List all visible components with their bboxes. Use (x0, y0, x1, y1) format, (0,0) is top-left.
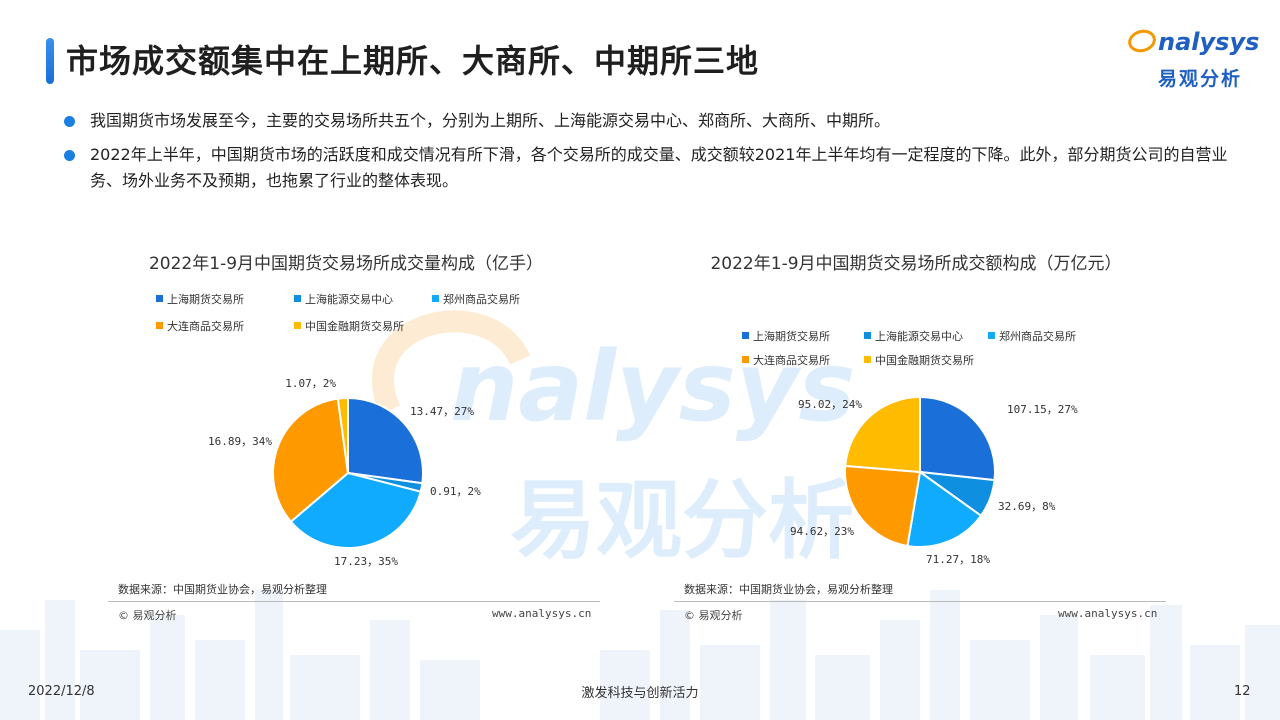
legend-swatch (156, 322, 163, 329)
legend-item-czce: 郑州商品交易所 (988, 328, 1076, 344)
logo-brand-en: nalysys (1158, 28, 1260, 56)
legend-swatch (864, 332, 871, 339)
chart-title: 2022年1-9月中国期货交易场所成交额构成（万亿元） (710, 254, 1122, 274)
chart-title: 2022年1-9月中国期货交易场所成交量构成（亿手） (148, 254, 544, 274)
logo-brand-cn: 易观分析 (1158, 68, 1243, 90)
legend-item-cffex: 中国金融期货交易所 (294, 318, 404, 334)
pie-slice (347, 396, 424, 485)
website-link[interactable]: www.analysys.cn (492, 607, 592, 620)
pie-data-label: 17.23，35% (334, 555, 398, 568)
page-title: 市场成交额集中在上期所、大商所、中期所三地 (66, 42, 760, 80)
watermark-en: nalysys (450, 331, 855, 443)
legend-swatch (742, 332, 749, 339)
footer-slogan: 激发科技与创新活力 (581, 686, 699, 701)
source-divider (108, 601, 600, 602)
chart-legend: 上海期货交易所 上海能源交易中心 郑州商品交易所 大连商品交易所 中国金融期货交… (742, 328, 1162, 372)
copyright: © 易观分析 (118, 609, 177, 622)
bullet-item: 我国期货市场发展至今，主要的交易场所共五个，分别为上期所、上海能源交易中心、郑商… (64, 108, 1234, 134)
pie-slice (272, 397, 350, 524)
watermark-logo: nalysys 易观分析 (371, 310, 855, 571)
pie-data-label: 1.07，2% (285, 377, 336, 390)
bullet-item: 2022年上半年，中国期货市场的活跃度和成交情况有所下滑，各个交易所的成交量、成… (64, 142, 1234, 194)
pie-slice (844, 464, 922, 548)
turnover-pie-chart: 2022年1-9月中国期货交易场所成交额构成（万亿元） 上海期货交易所 上海能源… (666, 245, 1176, 630)
pie-data-label: 16.89，34% (208, 435, 272, 448)
pie-data-label: 95.02，24% (798, 398, 862, 411)
page-number: 12 (1234, 684, 1251, 699)
title-accent-bar (46, 38, 54, 84)
source-note: 数据来源：中国期货业协会，易观分析整理 (118, 583, 327, 596)
pie-slice (844, 395, 921, 474)
pie-data-label: 32.69，8% (998, 500, 1056, 513)
legend-swatch (294, 322, 301, 329)
bullet-text: 我国期货市场发展至今，主要的交易场所共五个，分别为上期所、上海能源交易中心、郑商… (90, 111, 891, 130)
legend-swatch (432, 295, 439, 302)
source-divider (674, 601, 1166, 602)
city-skyline-background (0, 590, 1280, 720)
bullet-text: 2022年上半年，中国期货市场的活跃度和成交情况有所下滑，各个交易所的成交量、成… (90, 145, 1228, 190)
legend-item-ine: 上海能源交易中心 (864, 328, 963, 344)
legend-item-czce: 郑州商品交易所 (432, 291, 520, 307)
pie-slice (336, 396, 349, 474)
pie-data-label: 0.91，2% (430, 485, 481, 498)
legend-item-dce: 大连商品交易所 (742, 352, 830, 368)
legend-item-ine: 上海能源交易中心 (294, 291, 393, 307)
source-note: 数据来源：中国期货业协会，易观分析整理 (684, 583, 893, 596)
legend-swatch (294, 295, 301, 302)
footer-date: 2022/12/8 (28, 684, 95, 699)
copyright: © 易观分析 (684, 609, 743, 622)
logo-ring-icon (1125, 26, 1159, 56)
volume-pie-chart: 2022年1-9月中国期货交易场所成交量构成（亿手） 上海期货交易所 上海能源交… (100, 245, 610, 630)
pie-data-label: 71.27，18% (926, 553, 990, 566)
legend-swatch (156, 295, 163, 302)
legend-swatch (742, 356, 749, 363)
chart-legend: 上海期货交易所 上海能源交易中心 郑州商品交易所 大连商品交易所 中国金融期货交… (156, 291, 596, 335)
pie-data-label: 13.47，27% (410, 405, 474, 418)
website-link[interactable]: www.analysys.cn (1058, 607, 1158, 620)
pie-svg: 13.47，27% 0.91，2% 17.23，35% 16.89，34% 1.07，2… (208, 377, 481, 568)
pie-slice (919, 395, 996, 482)
legend-item-shfe: 上海期货交易所 (156, 291, 244, 307)
legend-swatch (864, 356, 871, 363)
legend-swatch (988, 332, 995, 339)
legend-item-dce: 大连商品交易所 (156, 318, 244, 334)
legend-item-cffex: 中国金融期货交易所 (864, 352, 974, 368)
pie-slice (289, 471, 422, 549)
bullet-dot-icon (64, 116, 75, 127)
bullet-list: 我国期货市场发展至今，主要的交易场所共五个，分别为上期所、上海能源交易中心、郑商… (64, 108, 1234, 202)
pie-slice (906, 470, 983, 548)
legend-item-shfe: 上海期货交易所 (742, 328, 830, 344)
pie-data-label: 94.62，23% (790, 525, 854, 538)
analysys-logo: nalysys 易观分析 (1125, 26, 1260, 94)
pie-data-label: 107.15，27% (1007, 403, 1078, 416)
pie-svg: 107.15，27% 32.69，8% 71.27，18% 94.62，23% 95.0… (790, 395, 1078, 566)
watermark-cn: 易观分析 (510, 471, 854, 571)
bullet-dot-icon (64, 150, 75, 161)
